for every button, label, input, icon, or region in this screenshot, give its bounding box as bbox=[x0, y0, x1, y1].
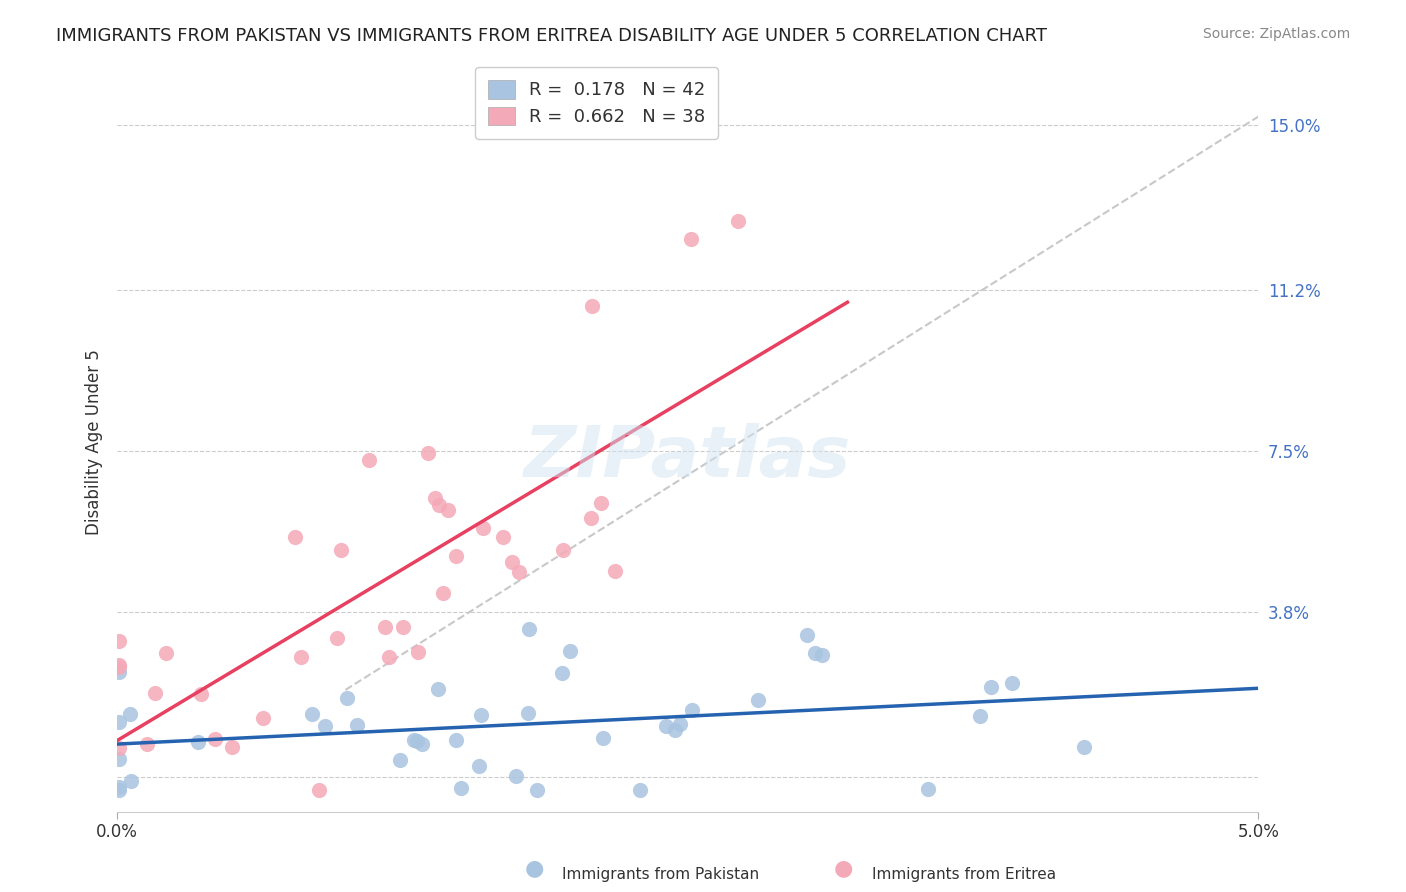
Point bbox=[187, 735, 209, 749]
Point bbox=[581, 299, 603, 313]
Point bbox=[628, 782, 651, 797]
Point bbox=[329, 543, 352, 558]
Point bbox=[664, 723, 686, 737]
Point bbox=[426, 681, 449, 696]
Point bbox=[501, 555, 523, 569]
Point bbox=[969, 709, 991, 723]
Point bbox=[118, 707, 141, 722]
Point bbox=[505, 769, 527, 783]
Point bbox=[446, 732, 468, 747]
Point bbox=[204, 732, 226, 747]
Point bbox=[290, 649, 312, 664]
Point bbox=[589, 495, 612, 509]
Point bbox=[467, 758, 489, 772]
Point bbox=[346, 718, 368, 732]
Point bbox=[560, 644, 582, 658]
Point bbox=[679, 232, 702, 246]
Point bbox=[1073, 739, 1095, 754]
Point bbox=[592, 731, 614, 746]
Point bbox=[190, 687, 212, 701]
Point bbox=[326, 631, 349, 645]
Point bbox=[135, 737, 157, 751]
Point bbox=[406, 645, 429, 659]
Text: IMMIGRANTS FROM PAKISTAN VS IMMIGRANTS FROM ERITREA DISABILITY AGE UNDER 5 CORRE: IMMIGRANTS FROM PAKISTAN VS IMMIGRANTS F… bbox=[56, 27, 1047, 45]
Point bbox=[378, 649, 401, 664]
Point bbox=[301, 707, 323, 722]
Point bbox=[308, 782, 330, 797]
Point bbox=[392, 620, 415, 634]
Point bbox=[437, 503, 460, 517]
Point bbox=[108, 752, 131, 766]
Point bbox=[155, 646, 177, 660]
Point bbox=[491, 530, 513, 544]
Point bbox=[108, 665, 131, 679]
Point bbox=[1001, 676, 1024, 690]
Point bbox=[470, 708, 492, 723]
Point bbox=[796, 628, 818, 642]
Point bbox=[108, 740, 131, 755]
Point bbox=[108, 782, 131, 797]
Point bbox=[980, 681, 1002, 695]
Point bbox=[143, 686, 166, 700]
Y-axis label: Disability Age Under 5: Disability Age Under 5 bbox=[86, 350, 103, 535]
Point bbox=[402, 733, 425, 747]
Point bbox=[423, 491, 446, 506]
Point bbox=[605, 564, 627, 578]
Text: ●: ● bbox=[834, 858, 853, 878]
Text: Source: ZipAtlas.com: Source: ZipAtlas.com bbox=[1202, 27, 1350, 41]
Point bbox=[551, 665, 574, 680]
Point bbox=[727, 214, 749, 228]
Point bbox=[252, 711, 274, 725]
Point bbox=[681, 703, 703, 717]
Point bbox=[516, 706, 538, 720]
Point bbox=[416, 446, 439, 460]
Point bbox=[472, 521, 495, 535]
Point bbox=[314, 719, 336, 733]
Point bbox=[389, 754, 412, 768]
Point bbox=[108, 658, 131, 673]
Point bbox=[917, 782, 939, 797]
Point bbox=[357, 453, 380, 467]
Point bbox=[432, 586, 454, 600]
Point bbox=[336, 691, 359, 706]
Legend: R =  0.178   N = 42, R =  0.662   N = 38: R = 0.178 N = 42, R = 0.662 N = 38 bbox=[475, 68, 718, 138]
Point bbox=[411, 737, 433, 751]
Point bbox=[551, 543, 574, 558]
Point bbox=[804, 646, 827, 660]
Point bbox=[526, 782, 548, 797]
Text: ●: ● bbox=[524, 858, 544, 878]
Text: Immigrants from Pakistan: Immigrants from Pakistan bbox=[562, 867, 759, 881]
Point bbox=[508, 565, 530, 579]
Point bbox=[517, 622, 540, 636]
Text: Immigrants from Eritrea: Immigrants from Eritrea bbox=[872, 867, 1056, 881]
Point bbox=[747, 693, 769, 707]
Point bbox=[450, 780, 472, 795]
Point bbox=[221, 740, 243, 755]
Point bbox=[108, 714, 131, 729]
Point bbox=[655, 719, 678, 733]
Point bbox=[374, 620, 396, 634]
Point bbox=[669, 717, 692, 731]
Point bbox=[120, 773, 142, 788]
Point bbox=[406, 733, 429, 747]
Point bbox=[427, 498, 450, 512]
Text: ZIPatlas: ZIPatlas bbox=[524, 423, 852, 491]
Point bbox=[444, 549, 467, 564]
Point bbox=[108, 634, 131, 648]
Point bbox=[284, 530, 307, 544]
Point bbox=[108, 780, 131, 794]
Point bbox=[810, 648, 832, 662]
Point bbox=[108, 659, 131, 673]
Point bbox=[579, 511, 602, 525]
